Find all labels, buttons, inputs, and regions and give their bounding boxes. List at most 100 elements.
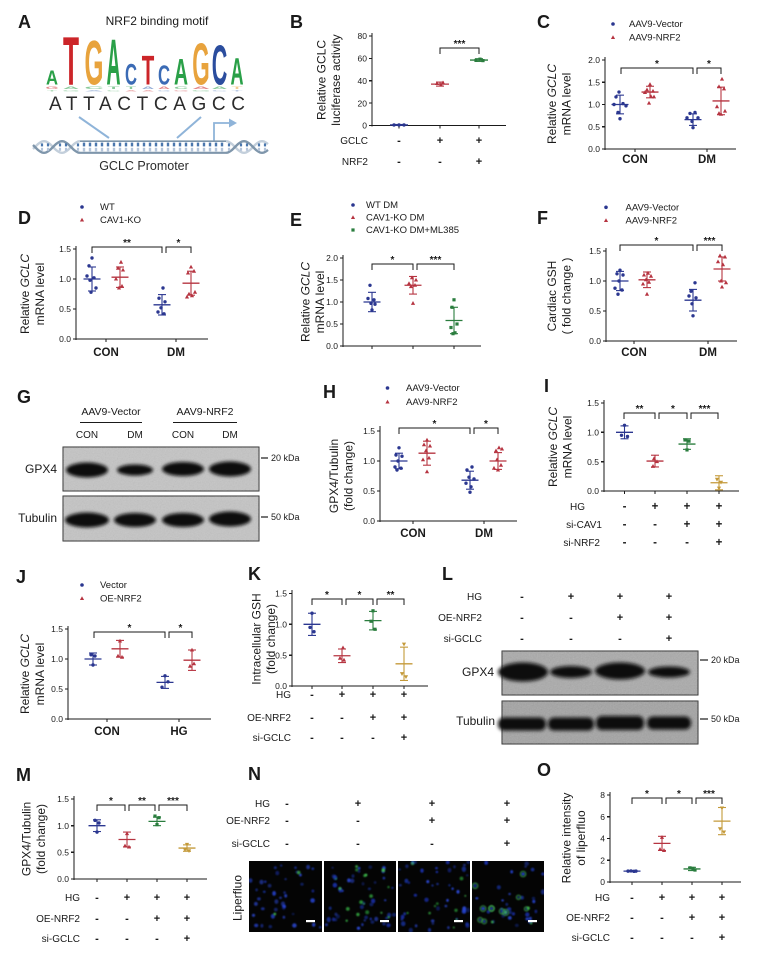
svg-text:-: - bbox=[685, 537, 689, 549]
svg-text:+: + bbox=[617, 612, 623, 624]
svg-text:-: - bbox=[310, 732, 314, 744]
svg-text:-: - bbox=[95, 913, 99, 925]
svg-text:1.0: 1.0 bbox=[363, 456, 375, 466]
svg-text:**: ** bbox=[123, 238, 131, 249]
svg-text:+: + bbox=[719, 932, 725, 944]
svg-text:T: T bbox=[142, 46, 155, 93]
svg-text:0.0: 0.0 bbox=[275, 681, 287, 691]
svg-text:HG: HG bbox=[65, 893, 80, 904]
svg-text:si-NRF2: si-NRF2 bbox=[563, 538, 600, 549]
svg-text:si-CAV1: si-CAV1 bbox=[566, 520, 602, 531]
svg-text:HG: HG bbox=[570, 502, 585, 513]
svg-text:CON: CON bbox=[621, 347, 647, 359]
svg-text:Relative GCLC: Relative GCLC bbox=[18, 254, 32, 334]
svg-text:Relative GCLC: Relative GCLC bbox=[546, 407, 560, 487]
svg-text:60: 60 bbox=[358, 54, 368, 64]
svg-text:1.0: 1.0 bbox=[326, 297, 338, 307]
svg-text:ATTACTCAGCC: ATTACTCAGCC bbox=[49, 94, 245, 115]
svg-text:+: + bbox=[476, 156, 482, 168]
svg-text:-: - bbox=[285, 815, 289, 827]
svg-text:GCLC: GCLC bbox=[340, 136, 368, 147]
svg-text:-: - bbox=[125, 913, 129, 925]
svg-text:O: O bbox=[537, 760, 551, 780]
svg-text:G: G bbox=[17, 387, 31, 407]
svg-text:-: - bbox=[623, 501, 627, 513]
svg-text:*: * bbox=[128, 623, 132, 634]
svg-text:OE-NRF2: OE-NRF2 bbox=[566, 913, 610, 924]
svg-text:*: * bbox=[177, 238, 181, 249]
svg-text:+: + bbox=[716, 519, 723, 531]
svg-text:si-GCLC: si-GCLC bbox=[572, 933, 610, 944]
svg-text:Relative GCLC: Relative GCLC bbox=[299, 262, 313, 342]
svg-text:T: T bbox=[231, 85, 242, 90]
svg-text:+: + bbox=[719, 912, 725, 924]
svg-text:0.0: 0.0 bbox=[326, 341, 338, 351]
svg-text:AAV9-Vector: AAV9-Vector bbox=[406, 383, 460, 394]
svg-text:HG: HG bbox=[170, 726, 187, 738]
svg-text:( fold change ): ( fold change ) bbox=[560, 258, 574, 335]
svg-text:Tubulin: Tubulin bbox=[18, 511, 57, 525]
svg-text:Vector: Vector bbox=[100, 580, 127, 591]
svg-text:GCLC Promoter: GCLC Promoter bbox=[99, 159, 189, 173]
svg-text:**: ** bbox=[387, 590, 395, 601]
svg-text:WT: WT bbox=[100, 202, 115, 213]
svg-text:N: N bbox=[248, 764, 261, 784]
svg-text:-: - bbox=[653, 537, 657, 549]
svg-text:0.5: 0.5 bbox=[589, 306, 601, 316]
svg-text:A: A bbox=[106, 28, 120, 100]
svg-text:1.0: 1.0 bbox=[275, 620, 287, 630]
svg-text:CON: CON bbox=[93, 347, 119, 359]
svg-text:-: - bbox=[660, 912, 664, 924]
svg-text:C: C bbox=[174, 85, 188, 90]
svg-text:CAV1-KO DM+ML385: CAV1-KO DM+ML385 bbox=[366, 225, 459, 236]
svg-text:-: - bbox=[356, 815, 360, 827]
svg-text:+: + bbox=[652, 501, 659, 513]
svg-text:+: + bbox=[154, 913, 160, 925]
svg-text:Cardiac GSH: Cardiac GSH bbox=[545, 261, 559, 332]
svg-text:D: D bbox=[18, 208, 31, 228]
svg-text:G: G bbox=[173, 89, 188, 92]
svg-text:mRNA level: mRNA level bbox=[33, 263, 47, 326]
svg-text:+: + bbox=[689, 912, 695, 924]
svg-text:A: A bbox=[158, 85, 170, 90]
svg-text:A: A bbox=[230, 51, 243, 93]
svg-text:OE-NRF2: OE-NRF2 bbox=[438, 613, 482, 624]
svg-text:+: + bbox=[716, 537, 723, 549]
svg-text:-: - bbox=[520, 591, 524, 603]
svg-text:A: A bbox=[46, 66, 58, 89]
svg-text:G: G bbox=[46, 85, 59, 90]
svg-text:C: C bbox=[106, 89, 120, 92]
svg-text:-: - bbox=[310, 712, 314, 724]
svg-text:mRNA level: mRNA level bbox=[560, 73, 574, 136]
svg-text:20 kDa: 20 kDa bbox=[711, 655, 740, 665]
svg-text:G: G bbox=[192, 30, 209, 98]
svg-text:*: * bbox=[671, 404, 675, 415]
svg-text:CON: CON bbox=[622, 154, 648, 166]
svg-text:NRF2 binding motif: NRF2 binding motif bbox=[106, 14, 209, 28]
svg-text:1.5: 1.5 bbox=[589, 246, 601, 256]
svg-text:OE-NRF2: OE-NRF2 bbox=[36, 914, 80, 925]
svg-text:**: ** bbox=[138, 796, 146, 807]
svg-text:-: - bbox=[95, 892, 99, 904]
svg-text:0: 0 bbox=[362, 121, 367, 131]
svg-text:mRNA level: mRNA level bbox=[561, 416, 575, 479]
svg-text:+: + bbox=[568, 591, 574, 603]
svg-text:B: B bbox=[290, 12, 303, 32]
svg-text:*: * bbox=[655, 59, 659, 70]
svg-text:*: * bbox=[655, 236, 659, 247]
svg-text:+: + bbox=[124, 892, 130, 904]
svg-text:-: - bbox=[569, 633, 573, 645]
svg-text:+: + bbox=[684, 501, 691, 513]
svg-text:(fold change): (fold change) bbox=[342, 441, 356, 511]
svg-text:+: + bbox=[719, 892, 725, 904]
svg-text:C: C bbox=[84, 85, 104, 89]
svg-text:6: 6 bbox=[600, 812, 605, 822]
svg-text:0: 0 bbox=[600, 877, 605, 887]
svg-text:-: - bbox=[569, 612, 573, 624]
svg-text:+: + bbox=[684, 519, 691, 531]
svg-text:DM: DM bbox=[167, 347, 185, 359]
svg-text:DM: DM bbox=[127, 430, 143, 441]
svg-text:+: + bbox=[401, 689, 407, 701]
svg-text:1.5: 1.5 bbox=[57, 794, 69, 804]
svg-text:0.0: 0.0 bbox=[57, 874, 69, 884]
